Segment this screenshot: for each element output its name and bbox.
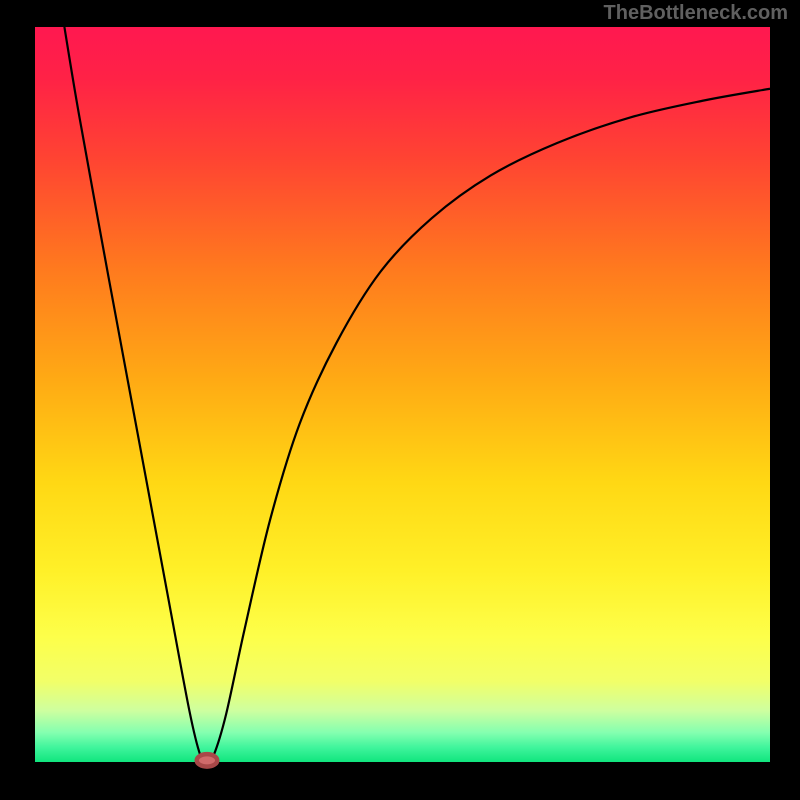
bottleneck-curve — [64, 27, 770, 761]
plot-area — [35, 27, 770, 762]
cusp-marker — [197, 754, 218, 766]
bottleneck-curve-layer — [35, 27, 770, 762]
chart-frame: TheBottleneck.com — [0, 0, 800, 800]
watermark-text: TheBottleneck.com — [604, 2, 788, 25]
